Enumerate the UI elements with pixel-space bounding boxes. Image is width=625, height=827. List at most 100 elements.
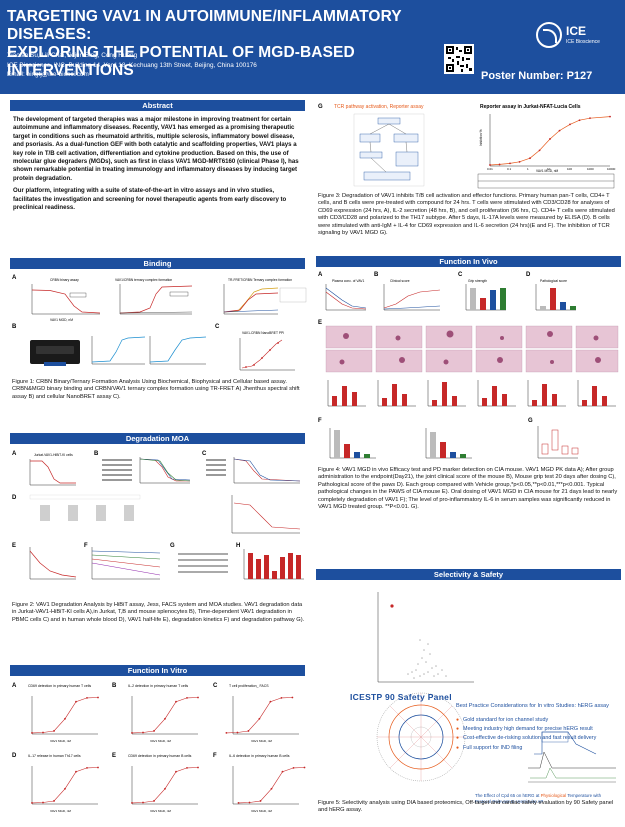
svg-text:B: B <box>112 683 117 689</box>
svg-text:A: A <box>12 683 17 689</box>
affiliation: ICE Bioscience, INC. Building 14, Yard 1… <box>7 61 257 69</box>
pk-title: Plasma conc. of VAV1 <box>332 279 364 283</box>
figure-2-caption: Figure 2: VAV1 Degradation Analysis by H… <box>12 602 305 623</box>
list-item: Meeting industry high demand for precise… <box>456 725 596 734</box>
grip-title: Grip strength <box>468 279 487 283</box>
data-point <box>538 149 541 152</box>
series-line <box>131 697 199 734</box>
tcr-title: TCR pathway activation, Reporter assay <box>334 104 424 110</box>
herg-note: The Effect of Cpd 65 on hERG at Physiolo… <box>475 793 602 804</box>
series-line <box>31 767 99 804</box>
logo-mark-icon <box>536 22 562 48</box>
hibit-title: Jurkat-VAV1-HiBiT-KI cells <box>34 453 73 457</box>
x-axis-label: VAV1 MGD, nM <box>150 809 171 813</box>
x-axis-label: VAV1 MGD, nM <box>50 739 71 743</box>
x-tick-label: 1 <box>527 167 529 171</box>
data-point <box>569 123 571 126</box>
svg-text:D: D <box>12 495 17 501</box>
qr-code-graphic <box>446 46 472 72</box>
svg-text:H: H <box>236 543 240 549</box>
svg-text:C: C <box>213 683 218 689</box>
reporter-plot: Inhibition % VAV1 MGD, nM 0.01 0.1 1 10 100 100… <box>479 114 616 173</box>
svg-text:G: G <box>318 104 323 110</box>
x-axis-label: VAV1 MGD, nM <box>50 809 71 813</box>
svg-text:C: C <box>458 272 463 278</box>
svg-text:D: D <box>12 753 17 759</box>
safety-list: Gold standard for ion channel study Meet… <box>456 716 596 753</box>
svg-text:F: F <box>318 418 322 424</box>
section-function-vitro: Function In Vitro <box>10 665 305 676</box>
svg-text:A: A <box>318 272 323 278</box>
figure-3-in-vitro: A CD69 detection in primary human T cell… <box>10 678 308 824</box>
figure-1-binding: A CRBN binary assay VAV1 MGD, nM VAV1/CR… <box>10 272 308 378</box>
figure-3-reporter: G TCR pathway activation, Reporter assay… <box>316 100 621 190</box>
in-vitro-panel: VAV1 MGD, nM <box>225 696 299 743</box>
il17a-title: IL-17 release in human Th17 cells <box>28 754 81 758</box>
data-point <box>489 164 491 166</box>
svg-text:F: F <box>213 753 217 759</box>
data-point <box>609 115 611 118</box>
figure-4-caption: Figure 4: VAV1 MGD in vivo Efficacy test… <box>318 467 618 511</box>
svg-text:B: B <box>374 272 379 278</box>
il2-t-title: IL-2 detection in primary human T cells <box>128 684 188 688</box>
cd69-b-title: CD69 detection in primary human B cells <box>128 754 192 758</box>
email: Email: bingtj@ice-biosci.com <box>7 71 89 78</box>
abstract-paragraph-2: Our platform, integrating with a suite o… <box>13 187 287 212</box>
svg-text:C: C <box>202 451 207 457</box>
figure-1-caption: Figure 1: CRBN Binary/Ternary Formation … <box>12 379 300 400</box>
company-logo: ICE ICE Bioscience <box>536 22 616 50</box>
x-tick-label: 10000 <box>607 167 616 171</box>
svg-text:A: A <box>12 275 17 281</box>
icestp-title: ICESTP 90 Safety Panel <box>350 692 452 702</box>
section-function-vivo: Function In Vivo <box>316 256 621 267</box>
tprolif-title: T cell proliferation_ FACS <box>229 684 269 688</box>
svg-text:E: E <box>12 543 16 549</box>
figure-5-caption: Figure 5: Selectivity analysis using DIA… <box>318 800 614 814</box>
x-tick-label: 0.01 <box>487 167 493 171</box>
svg-text:G: G <box>170 543 175 549</box>
reporter-title: Reporter assay in Jurkat-NFAT-Lucia Cell… <box>480 104 581 110</box>
data-point <box>529 157 531 160</box>
series-line <box>131 767 199 804</box>
section-degradation: Degradation MOA <box>10 433 305 444</box>
svg-text:B: B <box>12 324 17 330</box>
figure-3-caption: Figure 3: Degradation of VAV1 inhibits T… <box>318 193 615 237</box>
section-binding: Binding <box>10 258 305 269</box>
in-vitro-panel: VAV1 MGD, nM <box>31 766 99 813</box>
poster-number: Poster Number: P127 <box>481 70 593 82</box>
section-selectivity: Selectivity & Safety <box>316 569 621 580</box>
series-line <box>238 767 305 804</box>
poster-title: TARGETING VAV1 IN AUTOIMMUNE/INFLAMMATOR… <box>7 8 402 79</box>
series-line <box>31 697 99 734</box>
x-axis-label: VAV1 MGD, nM <box>536 169 559 173</box>
svg-text:G: G <box>528 418 533 424</box>
svg-text:E: E <box>112 753 116 759</box>
nanobret-title: VAV1-CRBN NanoBRET PPI <box>242 331 284 335</box>
svg-text:B: B <box>94 451 99 457</box>
cd69-t-title: CD69 detection in primary human T cells <box>28 684 91 688</box>
data-point <box>498 163 501 166</box>
qr-code <box>444 44 474 74</box>
in-vitro-panel: VAV1 MGD, nM <box>131 766 199 813</box>
in-vitro-panel: VAV1 MGD, nM <box>131 696 199 743</box>
list-item: Gold standard for ion channel study <box>456 716 596 725</box>
data-point <box>509 162 511 165</box>
x-tick-label: 10 <box>547 167 551 171</box>
list-item: Cost-effective de-risking solution and f… <box>456 734 596 743</box>
x-tick-label: 1000 <box>587 167 594 171</box>
abstract-paragraph-1: The development of targeted therapies wa… <box>13 116 299 182</box>
tr-fret-title: TR-FRET/CRBN Ternary complex formation <box>228 278 292 282</box>
svg-text:F: F <box>84 543 88 549</box>
figure-2-degradation: A Jurkat-VAV1-HiBiT-KI cells B C D E F G… <box>10 447 308 599</box>
x-tick-label: 100 <box>567 167 572 171</box>
crbn-binary-title: CRBN binary assay <box>50 278 79 282</box>
crbn-binary-xlabel: VAV1 MGD, nM <box>50 318 73 322</box>
vav1-ternary-title: VAV1/CRBN ternary complex formation <box>115 278 172 282</box>
section-abstract: Abstract <box>10 100 305 111</box>
abstract-text: The development of targeted therapies wa… <box>13 116 301 212</box>
svg-text:A: A <box>12 451 17 457</box>
data-point <box>589 117 591 120</box>
data-point <box>549 138 551 140</box>
herg-title: Best Practice Considerations for In vitr… <box>456 703 609 709</box>
poster-header: TARGETING VAV1 IN AUTOIMMUNE/INFLAMMATOR… <box>0 0 625 94</box>
